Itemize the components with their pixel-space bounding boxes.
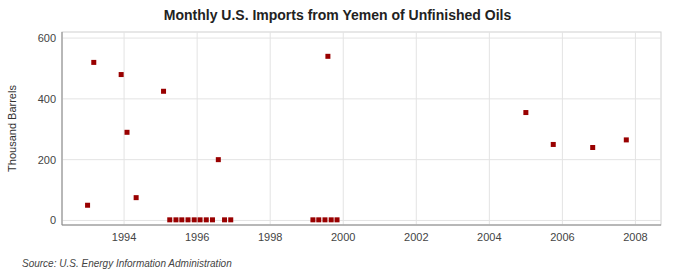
x-grid-line <box>343 32 344 225</box>
x-grid-line <box>489 32 490 225</box>
point <box>310 217 315 222</box>
x-tick-label: 2000 <box>331 231 355 243</box>
y-tick-label: 600 <box>38 32 56 44</box>
point <box>119 72 124 77</box>
x-tick-label: 1994 <box>112 231 136 243</box>
y-axis-label: Thousand Barrels <box>6 85 18 172</box>
point <box>216 157 221 162</box>
y-tick-label: 200 <box>38 154 56 166</box>
point <box>198 217 203 222</box>
plot-frame <box>62 32 661 225</box>
point <box>173 217 178 222</box>
point <box>167 217 172 222</box>
points <box>85 54 629 223</box>
point <box>325 54 330 59</box>
x-tick-label: 2006 <box>550 231 574 243</box>
point <box>85 203 90 208</box>
x-grid-line <box>562 32 563 225</box>
point <box>316 217 321 222</box>
point <box>125 130 130 135</box>
x-tick-label: 1998 <box>258 231 282 243</box>
point <box>624 137 629 142</box>
x-grid-line <box>124 32 125 225</box>
point <box>590 145 595 150</box>
y-grid-line <box>62 98 661 99</box>
x-tick-label: 1996 <box>185 231 209 243</box>
point <box>335 217 340 222</box>
y-grid-line <box>62 159 661 160</box>
tick-labels: 0 200 400 600 1994 1996 1998 2000 2002 2004 2006 20… <box>38 32 648 243</box>
point <box>134 195 139 200</box>
point <box>192 217 197 222</box>
y-grid-line <box>62 220 661 221</box>
x-tick-label: 2004 <box>477 231 501 243</box>
x-grid-line <box>197 32 198 225</box>
x-grid-line <box>416 32 417 225</box>
point <box>161 89 166 94</box>
y-axis-line <box>62 32 63 225</box>
x-grid-line <box>270 32 271 225</box>
chart: 0 200 400 600 1994 1996 1998 2000 2002 2004 2006 20… <box>0 0 675 275</box>
point <box>523 110 528 115</box>
source-note: Source: U.S. Energy Information Administ… <box>22 258 232 269</box>
x-grid-line <box>635 32 636 225</box>
x-tick-label: 2002 <box>404 231 428 243</box>
point <box>228 217 233 222</box>
y-tick-label: 400 <box>38 93 56 105</box>
point <box>91 60 96 65</box>
point <box>186 217 191 222</box>
point <box>179 217 184 222</box>
point <box>322 217 327 222</box>
grid <box>62 32 661 225</box>
y-grid-line <box>62 38 661 39</box>
point <box>329 217 334 222</box>
point <box>210 217 215 222</box>
point <box>204 217 209 222</box>
x-axis-line <box>62 225 661 226</box>
point <box>222 217 227 222</box>
point <box>551 142 556 147</box>
y-tick-label: 0 <box>50 214 56 226</box>
x-tick-label: 2008 <box>623 231 647 243</box>
title: Monthly U.S. Imports from Yemen of Unfin… <box>164 7 512 23</box>
